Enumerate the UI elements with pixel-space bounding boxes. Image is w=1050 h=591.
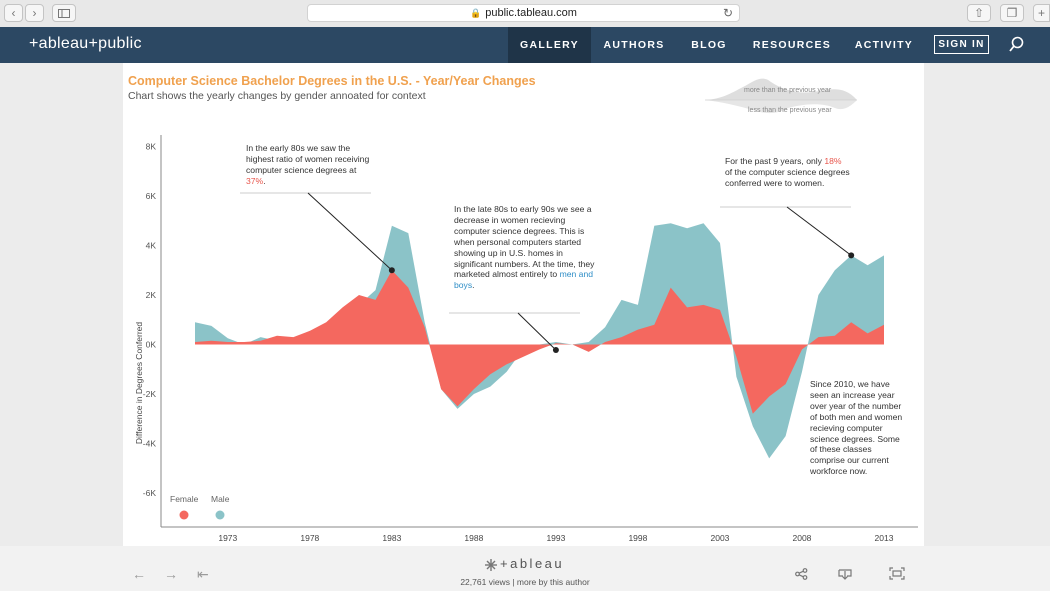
- reload-icon[interactable]: ↻: [722, 6, 733, 20]
- x-tick-label: 1978: [300, 533, 319, 543]
- nav-activity[interactable]: ACTIVITY: [854, 39, 914, 51]
- nav-blog[interactable]: BLOG: [691, 39, 727, 51]
- y-tick-label: 6K: [146, 191, 157, 201]
- annotation-marker: [552, 347, 559, 354]
- annotation-marker: [388, 267, 395, 274]
- legend-female-label: Female: [170, 494, 199, 504]
- url-bar[interactable]: 🔒 public.tableau.com ↻: [307, 4, 740, 22]
- revert-icon[interactable]: ⇤: [197, 566, 209, 582]
- x-tick-label: 2008: [793, 533, 812, 543]
- tabs-icon[interactable]: ❐: [1000, 4, 1024, 22]
- lock-icon: 🔒: [470, 7, 482, 18]
- viz-container: [123, 63, 924, 546]
- browser-toolbar: ‹ › 🔒 public.tableau.com ↻ ⇧ ❐ +: [0, 0, 1050, 28]
- share-icon[interactable]: ⇧: [967, 4, 991, 22]
- nav-gallery[interactable]: GALLERY: [508, 27, 591, 63]
- annotation-pointer: [307, 192, 393, 271]
- y-tick-label: -4K: [143, 439, 157, 449]
- y-tick-label: -2K: [143, 389, 157, 399]
- tableau-public-logo[interactable]: +ableau+public: [29, 35, 142, 52]
- y-tick-label: 8K: [146, 142, 157, 152]
- share-icon[interactable]: [795, 568, 808, 580]
- y-tick-label: 4K: [146, 241, 157, 251]
- sidebar-icon[interactable]: [52, 4, 76, 22]
- forward-icon[interactable]: ›: [25, 4, 44, 22]
- y-tick-label: -6K: [143, 488, 157, 498]
- more-by-author-link[interactable]: more by this author: [516, 577, 590, 587]
- x-tick-label: 1983: [382, 533, 401, 543]
- legend-male-label: Male: [211, 494, 230, 504]
- views-count: 22,761 views: [460, 577, 510, 587]
- annotation-pointer: [786, 206, 852, 256]
- y-tick-label: 0K: [146, 340, 157, 350]
- nav-authors[interactable]: AUTHORS: [603, 39, 665, 51]
- search-icon[interactable]: [1008, 36, 1025, 53]
- fullscreen-icon[interactable]: [889, 567, 905, 580]
- views-line: 22,761 views | more by this author: [460, 577, 590, 587]
- annotation-since-2010: Since 2010, we have seen an increase yea…: [810, 379, 903, 477]
- area-series-female[interactable]: [195, 270, 884, 414]
- download-icon[interactable]: [838, 568, 852, 580]
- tableau-brand: +ableau: [500, 556, 565, 571]
- redo-icon[interactable]: →: [164, 566, 178, 582]
- area-series-male[interactable]: [195, 223, 884, 459]
- y-tick-label: 2K: [146, 290, 157, 300]
- sign-in-button[interactable]: SIGN IN: [934, 35, 989, 54]
- legend-swatches: [179, 510, 225, 520]
- nav-resources[interactable]: RESOURCES: [752, 39, 832, 51]
- top-navigation: +ableau+public GALLERY AUTHORS BLOG RESO…: [0, 27, 1050, 63]
- x-tick-label: 1973: [218, 533, 237, 543]
- legend-female-dot[interactable]: [179, 510, 189, 520]
- undo-icon[interactable]: ←: [132, 566, 146, 582]
- back-icon[interactable]: ‹: [4, 4, 23, 22]
- legend-less-text: less than the previous year: [748, 107, 832, 114]
- legend-more-text: more than the previous year: [744, 87, 832, 94]
- x-tick-label: 1998: [628, 533, 647, 543]
- x-tick-label: 1988: [464, 533, 483, 543]
- viz-footer: [0, 546, 1050, 591]
- legend-male-dot[interactable]: [215, 510, 225, 520]
- annotation-past-9-years: For the past 9 years, only 18% of the co…: [725, 156, 850, 188]
- x-tick-label: 2013: [875, 533, 894, 543]
- annotation-late-80s: In the late 80s to early 90s we see a de…: [454, 204, 595, 291]
- viz-title: Computer Science Bachelor Degrees in the…: [128, 74, 536, 88]
- annotation-marker: [848, 252, 855, 259]
- annotation-early-80s: In the early 80s we saw the highest rati…: [246, 143, 370, 186]
- annotation-pointer: [517, 312, 557, 351]
- viz-subtitle: Chart shows the yearly changes by gender…: [128, 90, 426, 102]
- url-text: public.tableau.com: [485, 7, 577, 19]
- x-tick-label: 1993: [546, 533, 565, 543]
- tableau-mark-icon: [485, 559, 497, 571]
- x-tick-label: 2003: [710, 533, 729, 543]
- mini-legend-graphic: [705, 78, 857, 114]
